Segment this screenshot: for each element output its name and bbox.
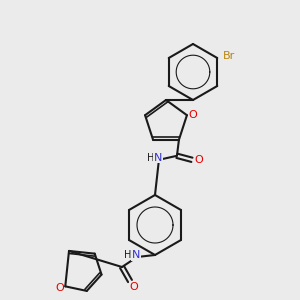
Text: N: N [154, 153, 162, 163]
Text: H: H [147, 153, 155, 163]
Text: Br: Br [223, 51, 236, 61]
Text: O: O [130, 282, 138, 292]
Text: N: N [132, 250, 140, 260]
Text: O: O [188, 110, 197, 120]
Text: O: O [195, 155, 203, 165]
Text: H: H [124, 250, 132, 260]
Text: O: O [55, 283, 64, 293]
